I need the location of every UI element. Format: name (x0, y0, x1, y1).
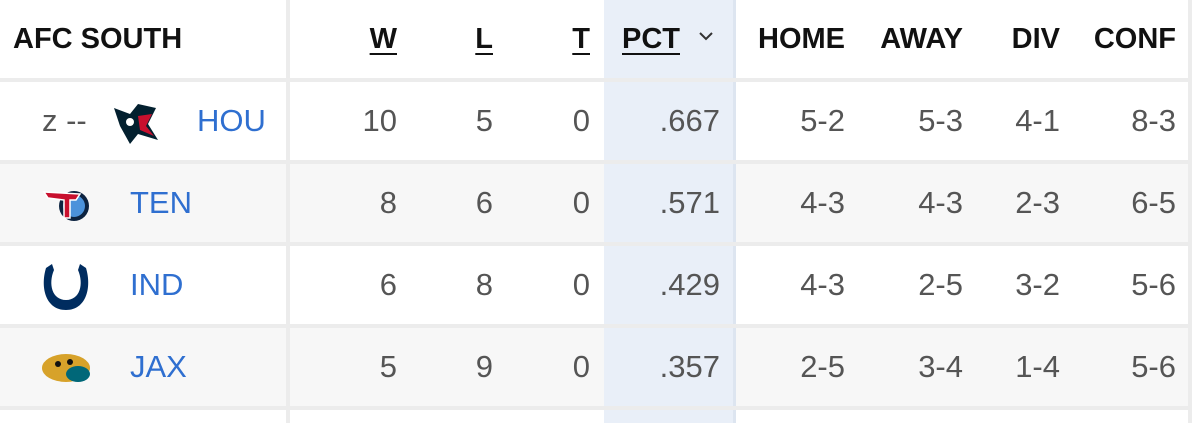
column-header[interactable]: L (475, 23, 493, 55)
row-background (0, 164, 1190, 242)
column-divider (1188, 0, 1192, 423)
column-header: AWAY (880, 23, 963, 55)
stat-cell: 3-4 (918, 349, 963, 384)
stat-cell: 6-5 (1131, 185, 1176, 220)
column-header: HOME (758, 23, 845, 55)
row-separator (0, 324, 1190, 328)
stat-cell: 2-3 (1015, 185, 1060, 220)
stat-cell: 2-5 (918, 267, 963, 302)
stat-cell: 5-3 (918, 103, 963, 138)
stat-cell: 5 (379, 349, 397, 384)
team-logo (43, 264, 89, 310)
stat-cell: 6 (475, 185, 493, 220)
team-link[interactable]: TEN (130, 185, 192, 220)
stat-cell: .667 (659, 103, 720, 138)
column-header[interactable]: PCT (622, 23, 680, 55)
team-logo (42, 354, 90, 382)
column-header: DIV (1011, 23, 1060, 55)
row-separator (0, 406, 1190, 410)
stat-cell: 0 (572, 267, 590, 302)
stat-cell: 4-3 (800, 267, 845, 302)
stat-cell: 5-2 (800, 103, 845, 138)
team-logo (42, 191, 89, 221)
stat-cell: 3-2 (1015, 267, 1060, 302)
column-header: CONF (1093, 23, 1176, 55)
team-link[interactable]: HOU (197, 103, 266, 138)
stat-cell: 0 (572, 185, 590, 220)
row-separator (0, 160, 1190, 164)
stat-cell: .571 (659, 185, 720, 220)
stat-cell: 4-3 (918, 185, 963, 220)
stat-cell: 8 (379, 185, 397, 220)
team-link[interactable]: IND (130, 267, 184, 302)
stat-cell: 8 (475, 267, 493, 302)
column-header[interactable]: W (369, 23, 397, 55)
row-background (0, 328, 1190, 406)
sort-indicator[interactable] (698, 30, 714, 42)
stat-cell: .357 (659, 349, 720, 384)
stat-cell: .429 (659, 267, 720, 302)
stat-cell: 0 (572, 349, 590, 384)
row-separator (0, 78, 1190, 82)
stat-cell: 5 (475, 103, 493, 138)
team-logo (114, 104, 158, 144)
stat-cell: 2-5 (800, 349, 845, 384)
sorted-column-bg (604, 0, 735, 423)
division-title: AFC SOUTH (13, 23, 183, 55)
column-divider (733, 0, 736, 423)
stat-cell: 6 (379, 267, 397, 302)
stat-cell: 9 (475, 349, 493, 384)
stat-cell: 5-6 (1131, 267, 1176, 302)
row-separator (0, 242, 1190, 246)
stat-cell: 8-3 (1131, 103, 1176, 138)
stat-cell: 5-6 (1131, 349, 1176, 384)
stat-cell: 1-4 (1015, 349, 1060, 384)
column-divider (286, 0, 290, 423)
column-header[interactable]: T (572, 23, 590, 55)
team-link[interactable]: JAX (130, 349, 187, 384)
clinch-indicator: z -- (42, 103, 87, 138)
stat-cell: 4-1 (1015, 103, 1060, 138)
stat-cell: 4-3 (800, 185, 845, 220)
stat-cell: 10 (362, 103, 397, 138)
stat-cell: 0 (572, 103, 590, 138)
